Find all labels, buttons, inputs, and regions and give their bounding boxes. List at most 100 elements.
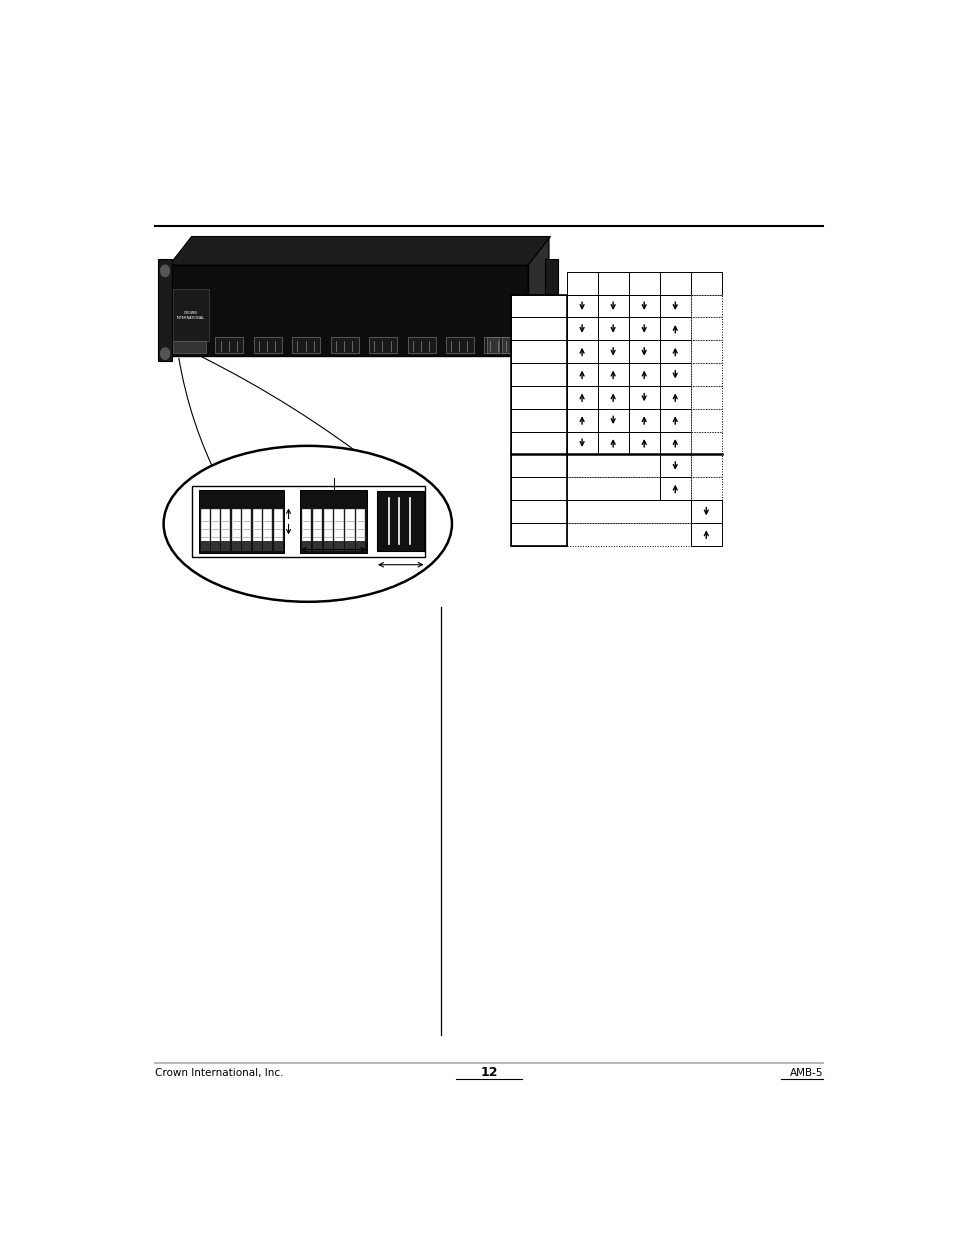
- Bar: [628, 431, 659, 454]
- Bar: [690, 500, 721, 522]
- Bar: [173, 341, 206, 353]
- Bar: [511, 477, 566, 500]
- Bar: [566, 272, 597, 295]
- Bar: [331, 337, 358, 353]
- Polygon shape: [170, 237, 550, 266]
- Circle shape: [160, 348, 170, 359]
- Bar: [355, 541, 365, 551]
- Bar: [211, 541, 220, 551]
- Bar: [313, 541, 322, 551]
- Bar: [511, 341, 566, 363]
- Bar: [566, 522, 690, 546]
- Bar: [200, 541, 210, 551]
- Bar: [173, 289, 209, 341]
- Bar: [544, 259, 558, 361]
- Bar: [511, 385, 566, 409]
- Bar: [301, 541, 311, 551]
- Bar: [407, 337, 436, 353]
- Bar: [628, 317, 659, 341]
- Bar: [690, 317, 721, 341]
- Ellipse shape: [164, 446, 452, 601]
- Bar: [232, 541, 240, 551]
- Bar: [263, 541, 272, 551]
- Bar: [597, 272, 628, 295]
- Bar: [301, 509, 311, 542]
- Bar: [446, 337, 474, 353]
- Bar: [511, 454, 566, 477]
- Bar: [659, 431, 690, 454]
- Bar: [511, 295, 566, 546]
- Bar: [501, 337, 514, 353]
- Bar: [323, 541, 333, 551]
- Bar: [263, 509, 272, 542]
- Bar: [690, 409, 721, 431]
- Bar: [566, 500, 690, 522]
- Bar: [566, 363, 597, 385]
- Bar: [484, 337, 512, 353]
- Bar: [628, 409, 659, 431]
- Bar: [292, 337, 320, 353]
- Bar: [345, 541, 355, 551]
- Bar: [511, 317, 566, 341]
- Bar: [628, 363, 659, 385]
- Bar: [597, 341, 628, 363]
- Bar: [566, 295, 597, 317]
- Bar: [511, 431, 566, 454]
- Bar: [300, 489, 367, 553]
- Bar: [313, 509, 322, 542]
- Bar: [566, 385, 597, 409]
- Bar: [628, 341, 659, 363]
- Bar: [690, 522, 721, 546]
- Bar: [158, 259, 172, 361]
- Bar: [690, 385, 721, 409]
- Bar: [199, 489, 284, 553]
- Bar: [487, 337, 498, 353]
- Bar: [690, 363, 721, 385]
- Bar: [566, 454, 659, 477]
- Bar: [566, 341, 597, 363]
- Bar: [566, 317, 597, 341]
- Bar: [659, 385, 690, 409]
- Circle shape: [160, 266, 170, 277]
- Bar: [511, 363, 566, 385]
- Polygon shape: [528, 238, 548, 356]
- Bar: [211, 509, 220, 542]
- Bar: [597, 409, 628, 431]
- Bar: [597, 363, 628, 385]
- Bar: [597, 317, 628, 341]
- Bar: [659, 295, 690, 317]
- Bar: [355, 509, 365, 542]
- Bar: [628, 385, 659, 409]
- Bar: [511, 295, 566, 317]
- Bar: [566, 477, 659, 500]
- Text: CROWN
INTERNATIONAL: CROWN INTERNATIONAL: [176, 311, 205, 320]
- Bar: [659, 477, 690, 500]
- Bar: [335, 509, 343, 542]
- Bar: [659, 454, 690, 477]
- Bar: [597, 385, 628, 409]
- Bar: [659, 409, 690, 431]
- Bar: [221, 509, 231, 542]
- Bar: [323, 509, 333, 542]
- Bar: [253, 337, 282, 353]
- Bar: [690, 341, 721, 363]
- Bar: [659, 317, 690, 341]
- Circle shape: [547, 299, 557, 310]
- Bar: [376, 490, 424, 551]
- Text: AMB-5: AMB-5: [789, 1067, 822, 1077]
- Bar: [659, 341, 690, 363]
- Bar: [511, 522, 566, 546]
- Bar: [242, 541, 251, 551]
- Bar: [221, 541, 231, 551]
- Bar: [690, 454, 721, 477]
- Bar: [242, 509, 251, 542]
- Bar: [690, 295, 721, 317]
- Bar: [200, 509, 210, 542]
- Bar: [597, 295, 628, 317]
- Bar: [511, 409, 566, 431]
- Bar: [335, 541, 343, 551]
- Bar: [253, 541, 261, 551]
- Bar: [274, 509, 282, 542]
- Bar: [511, 500, 566, 522]
- Bar: [566, 409, 597, 431]
